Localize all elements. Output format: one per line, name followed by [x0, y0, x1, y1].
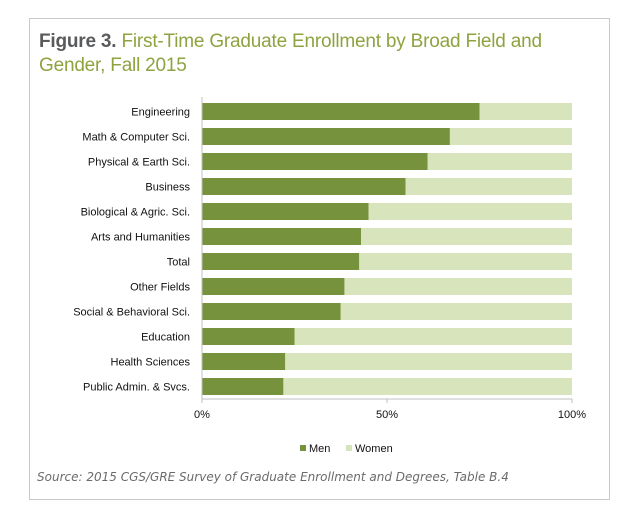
bar-men-math-computer-sci: [202, 128, 450, 145]
bar-men-total: [202, 253, 360, 270]
bar-men-business: [202, 178, 406, 195]
x-tick-label: 0%: [194, 409, 210, 421]
category-label-business: Business: [145, 182, 190, 194]
bar-women-public-admin-svcs: [283, 378, 572, 395]
x-axis: 0% 50% 100%: [194, 97, 586, 421]
category-label-other-fields: Other Fields: [130, 282, 190, 294]
bar-men-arts-and-humanities: [202, 228, 362, 245]
legend-label-men: Men: [309, 443, 330, 455]
bar-women-other-fields: [344, 278, 572, 295]
category-label-social-behavioral-sci: Social & Behavioral Sci.: [73, 307, 190, 319]
bar-men-health-sciences: [202, 353, 286, 370]
legend-label-women: Women: [355, 443, 393, 455]
x-tick-label: 50%: [376, 409, 398, 421]
bar-women-physical-earth-sci: [427, 153, 572, 170]
category-label-biological-agric-sci: Biological & Agric. Sci.: [81, 207, 190, 219]
category-label-physical-earth-sci: Physical & Earth Sci.: [88, 157, 190, 169]
bar-men-education: [202, 328, 295, 345]
bar-women-total: [359, 253, 572, 270]
bar-men-engineering: [202, 103, 480, 120]
legend-swatch-men: [300, 445, 306, 451]
bar-men-biological-agric-sci: [202, 203, 369, 220]
legend-swatch-women: [346, 445, 352, 451]
category-label-total: Total: [167, 257, 190, 269]
bar-women-health-sciences: [285, 353, 572, 370]
bar-women-biological-agric-sci: [368, 203, 572, 220]
legend: Men Women: [300, 443, 393, 455]
figure-heading: Figure 3. First-Time Graduate Enrollment…: [39, 30, 599, 78]
bar-women-math-computer-sci: [449, 128, 572, 145]
figure-title: First-Time Graduate Enrollment by Broad …: [39, 31, 542, 76]
source-note: Source: 2015 CGS/GRE Survey of Graduate …: [37, 470, 509, 484]
x-tick-label: 100%: [558, 409, 586, 421]
category-label-engineering: Engineering: [131, 107, 190, 119]
bar-men-other-fields: [202, 278, 345, 295]
bar-women-social-behavioral-sci: [340, 303, 572, 320]
bars: [202, 103, 572, 395]
category-label-public-admin-svcs: Public Admin. & Svcs.: [83, 382, 190, 394]
category-label-education: Education: [141, 332, 190, 344]
category-label-math-computer-sci: Math & Computer Sci.: [82, 132, 190, 144]
category-label-health-sciences: Health Sciences: [111, 357, 191, 369]
category-label-arts-and-humanities: Arts and Humanities: [91, 232, 191, 244]
bar-men-physical-earth-sci: [202, 153, 428, 170]
bar-men-social-behavioral-sci: [202, 303, 341, 320]
bar-women-business: [405, 178, 572, 195]
bar-women-education: [294, 328, 572, 345]
bar-women-arts-and-humanities: [361, 228, 572, 245]
bar-men-public-admin-svcs: [202, 378, 284, 395]
category-labels: Engineering Math & Computer Sci. Physical …: [73, 107, 190, 394]
bar-women-engineering: [479, 103, 572, 120]
figure-label: Figure 3.: [39, 31, 117, 52]
